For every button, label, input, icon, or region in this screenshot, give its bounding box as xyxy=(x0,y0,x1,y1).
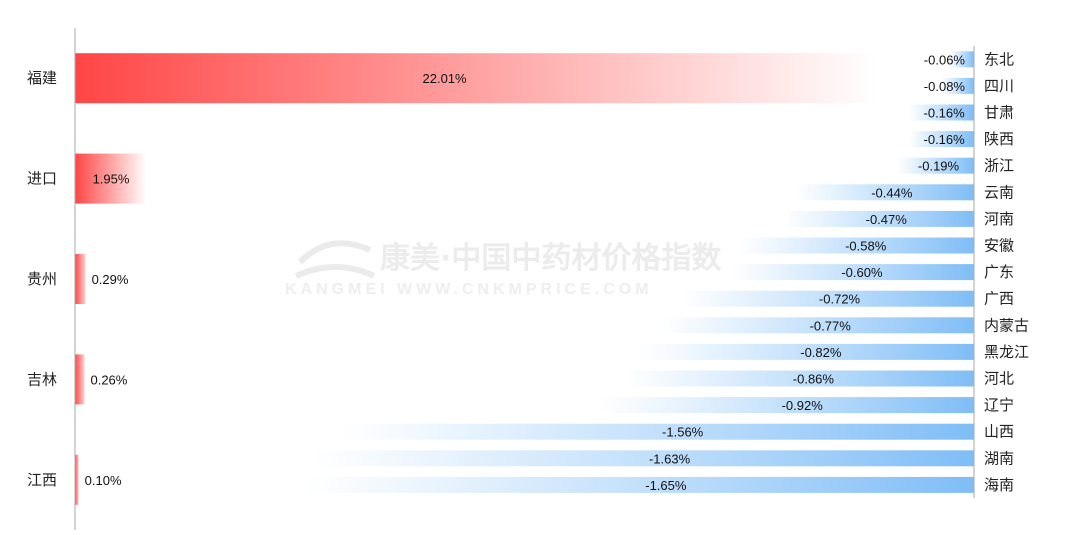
right-category-label: 广东 xyxy=(984,263,1014,281)
right-bar xyxy=(896,157,974,174)
watermark: 康美·中国中药材价格指数 KANGMEI WWW.CNKMPRICE.COM xyxy=(285,240,722,298)
watermark-sub-text: KANGMEI WWW.CNKMPRICE.COM xyxy=(285,281,653,298)
right-bar xyxy=(312,450,975,467)
right-bar xyxy=(304,476,975,493)
right-value-label: -0.16% xyxy=(924,132,966,147)
right-category-label: 湖南 xyxy=(984,449,1014,467)
left-value-label: 0.26% xyxy=(90,372,127,387)
right-category-label: 浙江 xyxy=(984,157,1014,175)
watermark-logo-icon xyxy=(294,240,376,279)
right-value-label: -0.19% xyxy=(918,159,960,174)
right-bar xyxy=(730,264,974,281)
right-bar xyxy=(909,104,974,121)
right-bar xyxy=(624,370,974,387)
right-category-label: 甘肃 xyxy=(984,104,1014,122)
right-value-label: -1.65% xyxy=(645,478,687,493)
right-chart: 东北 -0.06% 四川 -0.08% 甘肃 -0.16% 陕西 -0.16% 浙江 -0.19%… xyxy=(304,50,1029,494)
right-bar xyxy=(909,131,974,148)
right-bar xyxy=(941,77,974,94)
right-bar xyxy=(661,317,974,334)
left-chart: 福建 22.01% 进口 1.95% 贵州 0.29% 吉林 0.26% 江西 0.10% xyxy=(27,53,879,505)
right-category-label: 山西 xyxy=(984,423,1014,441)
right-value-label: -1.63% xyxy=(649,451,691,466)
right-value-label: -0.47% xyxy=(866,212,908,227)
right-value-label: -0.72% xyxy=(819,292,861,307)
right-value-label: -1.56% xyxy=(662,425,704,440)
right-category-label: 海南 xyxy=(984,476,1014,494)
right-value-label: -0.60% xyxy=(841,265,883,280)
right-bar xyxy=(600,397,974,414)
left-category-label: 贵州 xyxy=(27,270,57,288)
right-value-label: -0.08% xyxy=(924,79,966,94)
right-value-label: -0.77% xyxy=(810,318,852,333)
left-category-label: 吉林 xyxy=(27,370,57,388)
right-bar xyxy=(641,343,974,360)
right-value-label: -0.16% xyxy=(924,106,966,121)
left-value-label: 0.29% xyxy=(92,272,129,287)
right-value-label: -0.86% xyxy=(793,372,835,387)
watermark-main-text: 康美·中国中药材价格指数 xyxy=(380,241,722,276)
right-category-label: 内蒙古 xyxy=(984,316,1029,334)
left-bar xyxy=(75,454,79,505)
right-category-label: 四川 xyxy=(984,77,1014,95)
right-bar xyxy=(795,184,974,201)
right-category-label: 云南 xyxy=(984,183,1014,201)
right-bar xyxy=(738,237,974,254)
left-bar xyxy=(75,53,879,104)
right-category-label: 陕西 xyxy=(984,130,1014,148)
right-bar xyxy=(681,290,974,307)
right-value-label: -0.82% xyxy=(800,345,842,360)
left-category-label: 进口 xyxy=(27,170,57,188)
right-bar xyxy=(949,51,974,68)
right-value-label: -0.58% xyxy=(845,239,887,254)
right-value-label: -0.06% xyxy=(924,52,966,67)
right-bar xyxy=(340,423,974,440)
right-category-label: 东北 xyxy=(984,50,1014,68)
left-value-label: 1.95% xyxy=(93,172,130,187)
right-category-label: 黑龙江 xyxy=(984,343,1029,361)
right-category-label: 安徽 xyxy=(984,237,1014,255)
right-category-label: 广西 xyxy=(984,290,1014,308)
left-category-label: 福建 xyxy=(27,69,57,87)
left-bar xyxy=(75,354,85,405)
left-bar xyxy=(75,153,147,204)
left-value-label: 0.10% xyxy=(85,473,122,488)
right-value-label: -0.92% xyxy=(782,398,824,413)
right-category-label: 河南 xyxy=(984,210,1014,228)
right-category-label: 辽宁 xyxy=(984,396,1014,414)
left-value-label: 22.01% xyxy=(423,71,468,86)
right-value-label: -0.44% xyxy=(871,185,913,200)
right-category-label: 河北 xyxy=(984,370,1014,388)
left-category-label: 江西 xyxy=(27,471,57,489)
left-bar xyxy=(75,254,86,304)
right-bar xyxy=(783,210,974,227)
